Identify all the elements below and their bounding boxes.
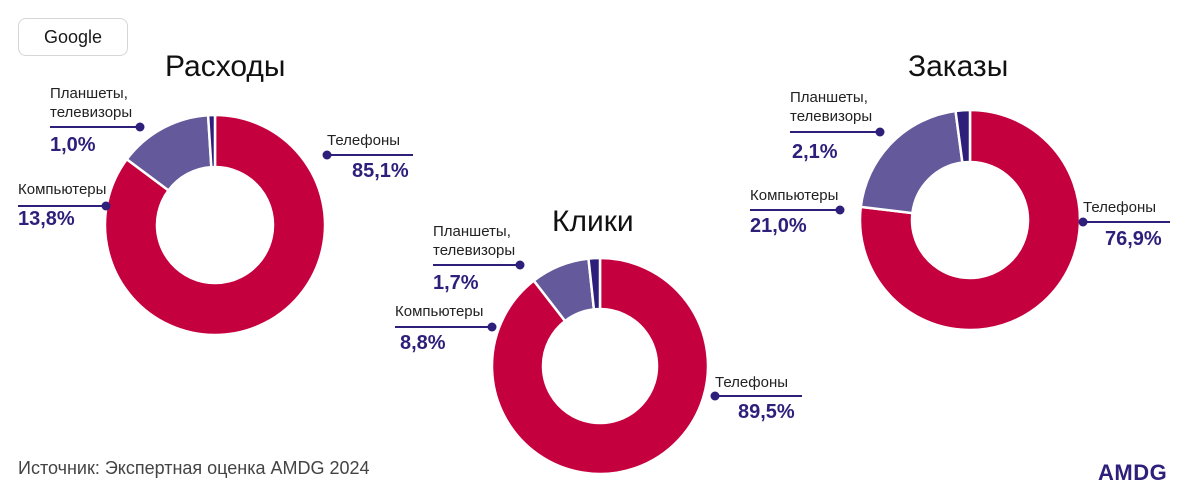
computers-leader-1-dot xyxy=(487,322,497,332)
tablets-value-orders: 2,1% xyxy=(792,141,838,163)
tablets-label-clicks: Планшеты, телевизоры xyxy=(433,223,516,259)
computers-leader-2-dot xyxy=(835,205,845,215)
tablets-value-clicks: 1,7% xyxy=(433,272,479,294)
amdg-logo: AMDG xyxy=(1098,460,1168,485)
slice-tablets-1 xyxy=(587,256,602,311)
donut-orders xyxy=(858,108,1082,332)
phones-leader-0-dot xyxy=(322,150,332,160)
phones-value-expenses: 85,1% xyxy=(352,160,409,182)
computers-value-orders: 21,0% xyxy=(750,215,807,237)
source-note: Источник: Экспертная оценка AMDG 2024 xyxy=(18,458,370,478)
slice-tablets-0 xyxy=(206,113,217,169)
source-badge: Google xyxy=(18,18,128,56)
slice-phones-1 xyxy=(490,256,710,476)
tablets-leader-2-dot xyxy=(875,127,885,137)
phones-value-orders: 76,9% xyxy=(1105,228,1162,250)
computers-value-clicks: 8,8% xyxy=(400,332,446,354)
chart-title-expenses: Расходы xyxy=(165,50,286,83)
computers-label-clicks: Компьютеры xyxy=(395,303,484,320)
slice-phones-2 xyxy=(858,108,1082,332)
tablets-label-orders: Планшеты, телевизоры xyxy=(790,89,873,125)
tablets-label-expenses: Планшеты, телевизоры xyxy=(50,85,133,121)
phones-label-orders: Телефоны xyxy=(1083,199,1157,216)
slice-tablets-2 xyxy=(954,108,972,164)
computers-label-orders: Компьютеры xyxy=(750,187,839,204)
donut-clicks xyxy=(490,256,710,476)
computers-value-expenses: 13,8% xyxy=(18,208,75,230)
phones-label-clicks: Телефоны xyxy=(715,374,789,391)
slice-phones-0 xyxy=(103,113,327,337)
chart-title-orders: Заказы xyxy=(908,50,1009,83)
slice-computers-2 xyxy=(859,109,964,215)
phones-value-clicks: 89,5% xyxy=(738,401,795,423)
phones-label-expenses: Телефоны xyxy=(327,132,401,149)
chart-title-clicks: Клики xyxy=(552,205,634,238)
donut-expenses xyxy=(103,113,327,337)
tablets-leader-1-dot xyxy=(515,260,525,270)
label-leaders xyxy=(18,122,1170,401)
computers-leader-0-dot xyxy=(101,201,111,211)
tablets-leader-0-dot xyxy=(135,122,145,132)
tablets-value-expenses: 1,0% xyxy=(50,134,96,156)
computers-label-expenses: Компьютеры xyxy=(18,181,107,198)
phones-leader-2-dot xyxy=(1078,217,1088,227)
phones-leader-1-dot xyxy=(710,391,720,401)
